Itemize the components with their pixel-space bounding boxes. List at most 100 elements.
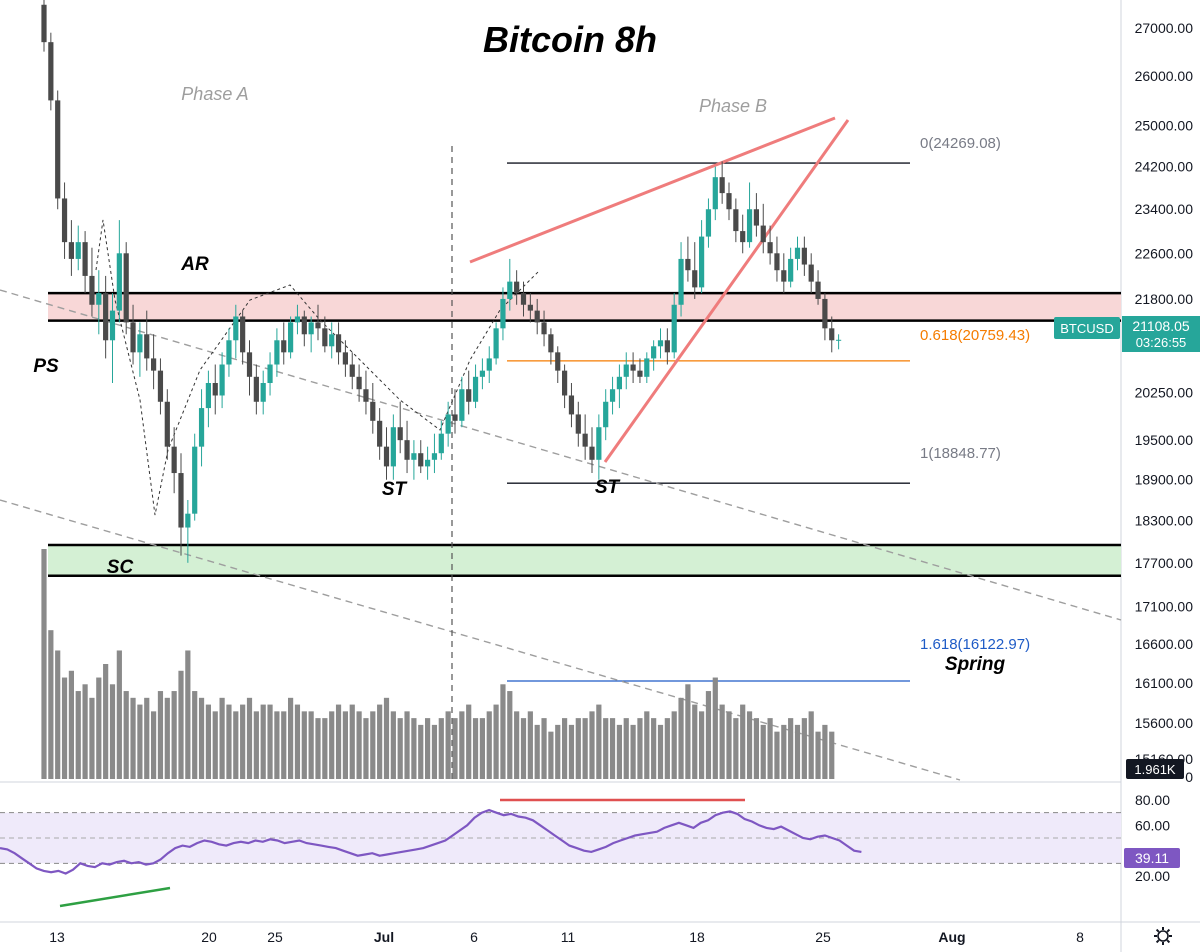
volume-bar [520,718,527,779]
volume-bar [815,731,821,779]
candle-body [808,264,814,282]
volume-bar [335,704,342,779]
volume-bar [260,704,266,779]
volume-bar [466,704,472,779]
volume-bar [568,724,575,779]
st-label-1: ST [382,479,408,500]
volume-bar [281,711,287,779]
price-tick-label: 17100.00 [1135,598,1194,614]
candle-body [616,376,622,390]
candle-body [644,358,650,377]
candle-body [418,453,424,467]
spring-label: Spring [945,654,1006,675]
volume-bar [356,711,362,779]
volume-bar [294,704,301,779]
candle-body [164,401,170,447]
candle-body [68,242,74,259]
volume-bar [582,718,588,779]
chart-title: Bitcoin 8h [483,19,657,60]
price-tick-label: 26000.00 [1135,68,1194,84]
volume-bar [493,704,499,779]
candle-body [144,334,150,359]
candle-body [527,304,533,311]
candle-body [342,352,348,365]
candle-body [157,370,164,402]
volume-bar [212,711,218,779]
candle-body [472,376,479,402]
volume-bar [664,718,670,779]
settings-gear-icon[interactable] [1154,927,1172,945]
volume-bar [829,731,835,779]
candle-body [589,446,595,460]
candle-body [651,346,657,359]
ps-label: PS [33,356,59,377]
volume-bar [226,704,232,779]
volume-bar [678,697,684,779]
candle-body [55,100,61,199]
st-label-2: ST [595,477,621,498]
candle-body [664,340,670,353]
candle-body [226,340,232,365]
time-tick-label: 6 [470,929,478,945]
candle-body [781,270,787,282]
volume-bar [205,704,211,779]
volume-bar [801,718,807,779]
candle-body [507,281,513,299]
candle-body [192,446,198,514]
volume-bar [767,718,773,779]
candle-body [534,310,540,323]
price-tick-label: 16600.00 [1135,636,1194,652]
price-tick-label: 22600.00 [1135,245,1194,261]
volume-bar [500,684,506,779]
candle-body [281,340,287,353]
price-tick-label: 15600.00 [1135,715,1194,731]
volume-bar [548,731,554,779]
candle-body [699,236,705,288]
countdown-value: 03:26:55 [1136,335,1187,350]
rsi-tick-label: 20.00 [1135,868,1170,884]
candle-body [137,334,143,353]
volume-bar [760,724,766,779]
volume-bar [390,711,396,779]
candle-body [233,316,239,341]
fib-1-label: 1(18848.77) [920,445,1001,462]
rsi-divergence-green [59,886,171,908]
volume-bar [178,670,184,779]
last-price-badge [1122,316,1200,352]
volume-bar [192,691,198,779]
fib-0-label: 0(24269.08) [920,135,1001,152]
candle-body [685,258,691,271]
candle-body [178,473,184,528]
candle-body [89,275,95,305]
candle-body [760,225,766,243]
candle-body [788,258,794,282]
volume-bar [349,704,355,779]
volume-bar [514,711,520,779]
candle-body [541,322,547,335]
volume-bar [109,684,116,779]
volume-bar [370,711,376,779]
candle-body [801,247,807,265]
candle-body [41,4,47,43]
symbol-label: BTCUSD [1060,321,1113,336]
volume-bar [61,677,68,779]
candle-body [815,281,821,299]
candle-body [260,383,266,402]
candle-body [356,376,362,390]
price-tick-label: 25000.00 [1135,117,1194,133]
volume-bar [425,718,431,779]
volume-bar [431,724,438,779]
time-tick-label: Jul [374,929,394,945]
volume-bar [137,704,143,779]
candle-body [315,322,321,329]
volume-bar [48,630,54,779]
axis-ticks: 27000.00 26000.00 25000.00 24200.00 23400.00… [49,20,1193,945]
candle-body [198,408,205,447]
candle-body [151,358,157,371]
volume-bar [418,724,424,779]
time-tick-label: Aug [938,929,965,945]
rsi-tick-label: 80.00 [1135,792,1170,808]
price-tick-label: 18300.00 [1135,513,1194,529]
candle-body [568,395,575,415]
candle-body [212,383,218,396]
